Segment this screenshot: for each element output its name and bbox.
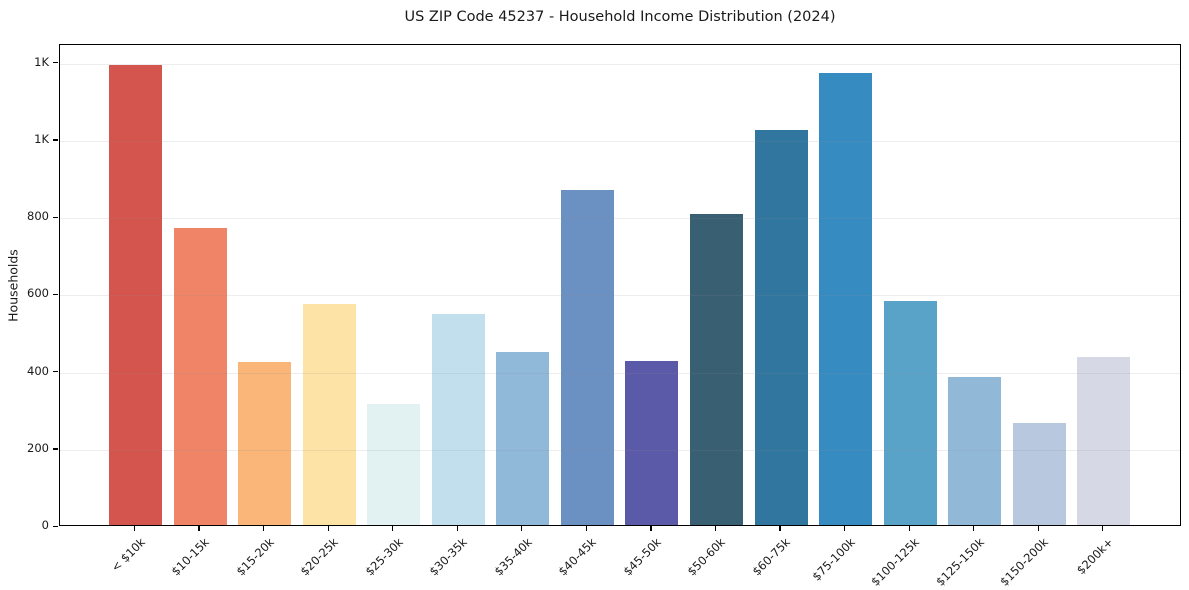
x-tick-label: < $10k <box>107 535 148 575</box>
x-tick-mark <box>1037 526 1039 531</box>
y-tick-label: 800 <box>27 209 49 224</box>
y-tick-mark <box>53 139 58 141</box>
bar-0 <box>109 65 162 525</box>
y-tick-mark <box>53 62 58 64</box>
x-tick-label: $40-45k <box>555 535 600 579</box>
bar-5 <box>431 314 485 525</box>
bar-4 <box>367 404 421 525</box>
x-tick-mark <box>843 526 846 531</box>
x-tick-mark <box>973 526 975 531</box>
y-tick-mark <box>53 216 58 218</box>
y-tick-label: 1K <box>34 131 49 146</box>
x-tick-label: $200k+ <box>1073 535 1116 578</box>
x-tick-label: $30-35k <box>426 535 471 579</box>
gridline <box>60 218 1180 220</box>
y-tick-label: 0 <box>41 518 49 532</box>
x-tick-label: $150-200k <box>997 535 1052 589</box>
bar-13 <box>948 377 1002 525</box>
x-tick-label: $125-150k <box>932 535 987 589</box>
x-tick-label: $75-100k <box>808 535 858 584</box>
x-tick-label: $25-30k <box>362 535 406 579</box>
x-tick-mark <box>392 526 394 531</box>
bar-14 <box>1012 423 1066 525</box>
bar-10 <box>754 129 808 525</box>
x-tick-mark <box>456 526 458 531</box>
x-tick-label: $10-15k <box>168 535 212 579</box>
x-tick-mark <box>521 526 523 531</box>
chart-title: US ZIP Code 45237 - Household Income Dis… <box>404 9 836 25</box>
bar-3 <box>302 304 356 525</box>
y-tick-label: 400 <box>27 363 49 378</box>
y-tick-mark <box>53 525 58 527</box>
x-tick-mark <box>779 526 781 531</box>
x-tick-label: $35-40k <box>491 535 535 579</box>
bar-2 <box>238 362 292 525</box>
y-tick-mark <box>53 371 58 373</box>
bar-12 <box>883 301 937 525</box>
y-tick-label: 600 <box>27 286 49 301</box>
x-tick-mark <box>714 526 717 531</box>
bar-1 <box>173 228 227 525</box>
y-tick-mark <box>53 293 58 296</box>
x-tick-label: $20-25k <box>297 535 342 579</box>
x-tick-label: $100-125k <box>868 535 922 589</box>
bar-6 <box>496 352 550 525</box>
y-tick-mark <box>53 448 58 450</box>
y-tick-label: 200 <box>27 440 49 455</box>
gridline <box>60 372 1180 374</box>
bar-9 <box>689 214 743 525</box>
x-tick-label: $50-60k <box>684 535 729 579</box>
x-tick-mark <box>1102 526 1104 531</box>
bar-15 <box>1077 357 1131 525</box>
x-tick-mark <box>198 526 200 531</box>
x-tick-label: $45-50k <box>620 535 664 579</box>
x-tick-mark <box>327 526 329 531</box>
x-tick-mark <box>263 526 265 531</box>
x-tick-mark <box>133 526 136 531</box>
bar-11 <box>819 73 873 525</box>
x-tick-mark <box>908 526 910 531</box>
gridline <box>60 295 1180 297</box>
x-tick-mark <box>585 526 588 531</box>
bar-8 <box>625 361 679 525</box>
gridline <box>60 140 1180 142</box>
gridline <box>60 63 1180 65</box>
y-tick-label: 1K <box>34 54 49 69</box>
x-tick-label: $60-75k <box>749 535 793 579</box>
bar-7 <box>560 190 614 525</box>
gridline <box>60 449 1180 451</box>
x-tick-label: $15-20k <box>233 535 277 579</box>
x-tick-mark <box>650 526 652 531</box>
plot-area <box>59 44 1181 526</box>
